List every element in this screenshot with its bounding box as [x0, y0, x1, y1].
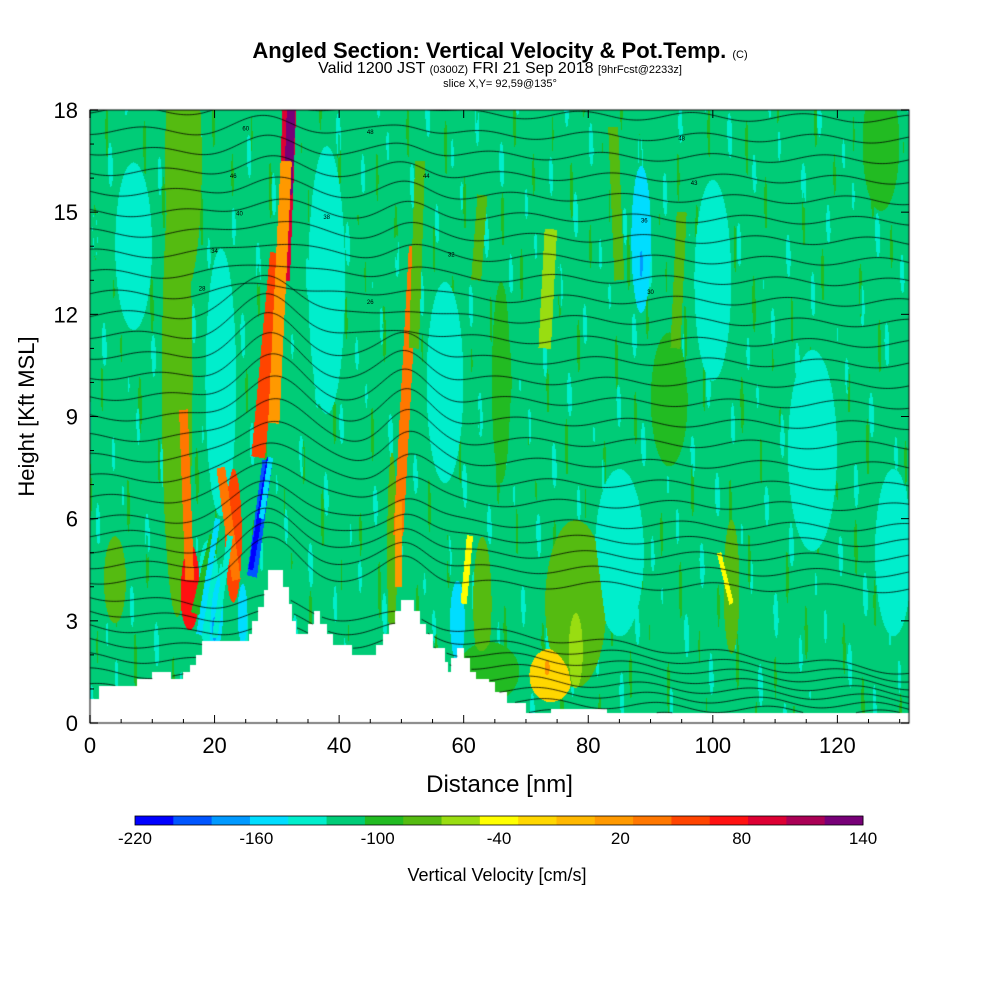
chart-subtitle: Valid 1200 JST (0300Z) FRI 21 Sep 2018 [… — [318, 60, 682, 77]
x-tick-label: 100 — [694, 733, 731, 758]
colorbar-tick-label: -100 — [361, 829, 395, 848]
contour-label: 48 — [367, 130, 374, 136]
colorbar-swatch — [173, 816, 213, 825]
x-tick-label: 80 — [576, 733, 600, 758]
colorbar-swatch — [211, 816, 251, 825]
colorbar-tick-label: 80 — [732, 829, 751, 848]
colorbar-tick-label: -160 — [239, 829, 273, 848]
x-tick-label: 40 — [327, 733, 351, 758]
x-tick-label: 60 — [451, 733, 475, 758]
colorbar-swatch — [326, 816, 366, 825]
colorbar-swatch — [403, 816, 443, 825]
colorbar-tick-label: -220 — [118, 829, 152, 848]
colorbar-frame — [134, 815, 864, 826]
y-tick-label: 18 — [54, 98, 78, 123]
contour-label: 44 — [423, 174, 430, 180]
colorbar-swatch — [709, 816, 749, 825]
y-tick-label: 3 — [66, 609, 78, 634]
colorbar-tick-label: 140 — [849, 829, 877, 848]
contour-label: 38 — [323, 215, 330, 221]
colorbar-swatch — [479, 816, 519, 825]
contour-label: 40 — [236, 212, 243, 218]
y-tick-label: 15 — [54, 200, 78, 225]
y-tick-label: 9 — [66, 405, 78, 430]
contour-label: 48 — [678, 137, 685, 143]
colorbar-swatch — [135, 816, 174, 825]
contour-label: 46 — [230, 174, 237, 180]
colorbar-swatch — [633, 816, 672, 825]
colorbar-swatch — [748, 816, 787, 825]
colorbar-swatch — [671, 816, 711, 825]
y-axis-label: Height [Kft MSL] — [14, 336, 39, 496]
contour-label: 28 — [199, 286, 206, 292]
forecast-info: [9hrFcst@2233z] — [597, 64, 682, 76]
y-tick-label: 0 — [66, 711, 78, 736]
y-tick-label: 6 — [66, 507, 78, 532]
colorbar-tick-label: 20 — [611, 829, 630, 848]
contour-label: 36 — [641, 218, 648, 224]
colorbar-swatch — [594, 816, 634, 825]
colorbar-swatch — [249, 816, 289, 825]
contour-label: 32 — [448, 252, 455, 258]
x-axis-label: Distance [nm] — [426, 771, 573, 798]
colorbar-swatch — [556, 816, 596, 825]
contour-label: 43 — [691, 181, 698, 187]
colorbar-swatch — [518, 816, 557, 825]
colorbar-label: Vertical Velocity [cm/s] — [407, 865, 586, 885]
colorbar-swatch — [441, 816, 481, 825]
contour-label: 26 — [367, 300, 374, 306]
contour-label: 34 — [211, 249, 218, 255]
chart-title: Angled Section: Vertical Velocity & Pot.… — [252, 38, 748, 63]
title-unit: (C) — [732, 49, 748, 61]
y-tick-label: 12 — [54, 302, 78, 327]
colorbar-swatch — [824, 816, 864, 825]
colorbar-swatch — [288, 816, 328, 825]
colorbar-tick-label: -40 — [487, 829, 512, 848]
contour-label: 60 — [242, 126, 249, 132]
colorbar-swatch — [364, 816, 404, 825]
x-tick-label: 120 — [819, 733, 856, 758]
colorbar-swatch — [786, 816, 826, 825]
valid-utc: (0300Z) — [429, 64, 469, 76]
x-tick-label: 0 — [84, 733, 96, 758]
contour-label: 30 — [647, 290, 654, 296]
x-tick-label: 20 — [202, 733, 226, 758]
slice-info: slice X,Y= 92,59@135° — [443, 78, 557, 90]
